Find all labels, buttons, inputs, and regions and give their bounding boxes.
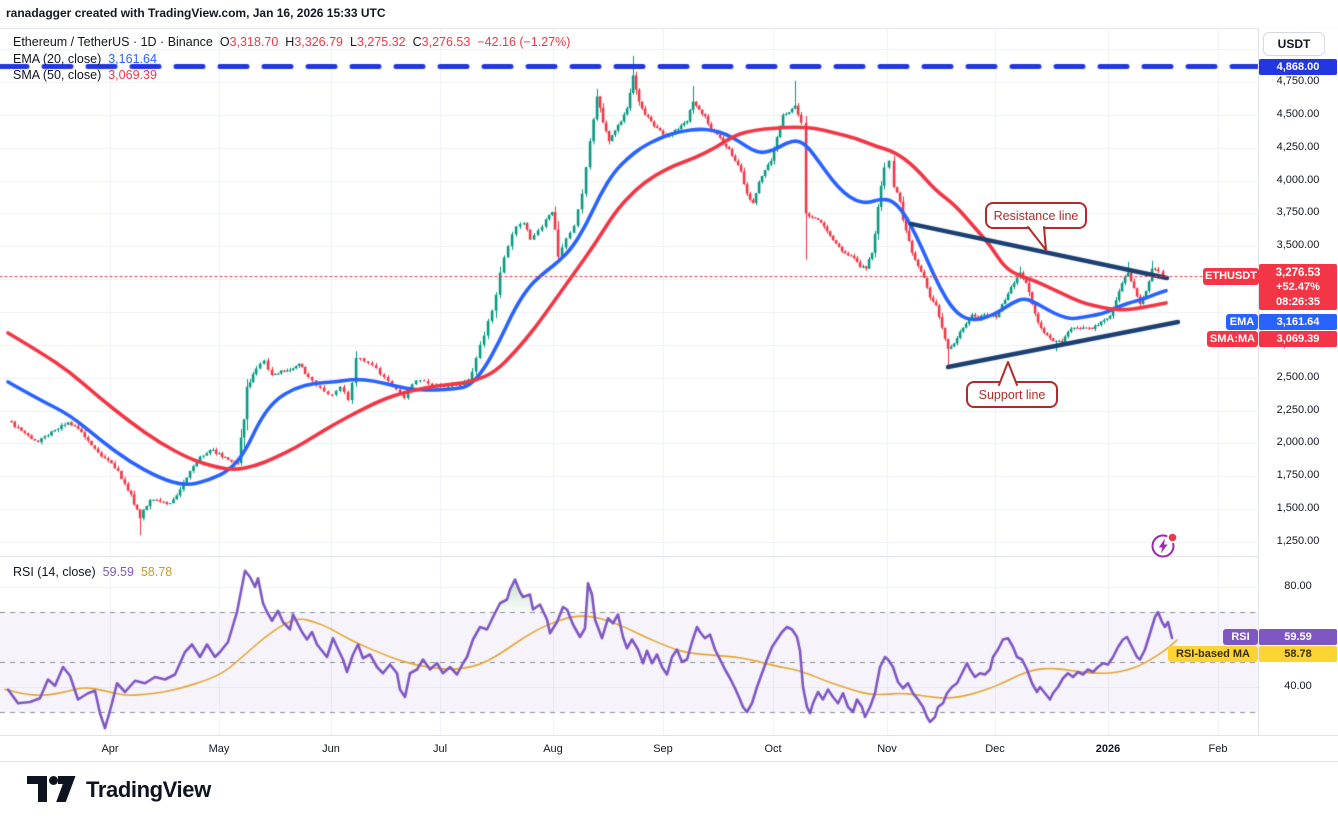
support-callout[interactable]: Support line — [966, 381, 1058, 408]
rsi-axis-label: 80.00 — [1284, 580, 1312, 592]
ema-legend-value: 3,161.64 — [108, 52, 157, 66]
resistance-callout-label: Resistance line — [993, 208, 1079, 223]
price-axis-label: 4,250.00 — [1276, 140, 1320, 153]
symbol-legend[interactable]: Ethereum / TetherUS · 1D · Binance O3,31… — [13, 35, 570, 49]
rsi-ma-axis-chip: RSI-based MA — [1168, 646, 1258, 662]
rsi-legend-label: RSI (14, close) — [13, 565, 96, 579]
price-axis-label: 3,500.00 — [1276, 239, 1320, 252]
tradingview-logo[interactable]: TradingView — [27, 776, 211, 803]
ohlc-high: H3,326.79 — [285, 35, 343, 49]
sma-axis-chip: SMA:MA — [1207, 331, 1258, 347]
time-axis-label: Sep — [653, 743, 673, 755]
change-text: −42.16 (−1.27%) — [477, 35, 571, 49]
sma-legend-label: SMA (50, close) — [13, 68, 102, 82]
rsi-legend[interactable]: RSI (14, close) 59.59 58.78 — [13, 565, 172, 579]
ema-legend[interactable]: EMA (20, close) 3,161.64 — [13, 52, 157, 66]
time-axis-label: May — [208, 743, 230, 755]
ema-axis-chip: EMA — [1226, 314, 1258, 330]
flash-notification-icon[interactable] — [1149, 531, 1179, 561]
tradingview-logo-icon — [27, 776, 76, 802]
currency-unit-button[interactable]: USDT — [1263, 32, 1325, 56]
price-axis-label: 1,750.00 — [1276, 469, 1320, 482]
rsi-legend-value: 59.59 — [102, 565, 134, 579]
tradingview-logo-text: TradingView — [86, 776, 211, 802]
pane-separator[interactable] — [0, 556, 1258, 557]
rsi-axis-label: 40.00 — [1284, 680, 1312, 692]
time-axis-label: 2026 — [1095, 743, 1121, 755]
sma-legend-value: 3,069.39 — [108, 68, 157, 82]
price-axis-label: 4,750.00 — [1276, 75, 1320, 87]
last-price-value: 3,276.53 — [1275, 267, 1321, 279]
ema-legend-label: EMA (20, close) — [13, 52, 102, 66]
ema-axis-value: 3,161.64 — [1259, 314, 1337, 330]
sma-legend[interactable]: SMA (50, close) 3,069.39 — [13, 68, 157, 82]
resistance-callout[interactable]: Resistance line — [985, 202, 1087, 229]
price-axis-label: 2,250.00 — [1276, 403, 1320, 416]
price-axis-label: 2,000.00 — [1276, 436, 1320, 449]
price-axis-label: 1,500.00 — [1276, 502, 1320, 515]
time-axis[interactable]: Apr May Jun Jul Aug Sep Oct Nov Dec 2026 Feb — [0, 735, 1338, 762]
time-axis-label: Apr — [101, 743, 119, 755]
rsi-ma-legend-value: 58.78 — [140, 565, 173, 579]
change-percent: +52.47% — [1276, 281, 1320, 294]
time-axis-label: Aug — [543, 743, 563, 755]
price-axis-label: 3,750.00 — [1276, 206, 1320, 219]
time-axis-label: Jul — [432, 743, 448, 755]
time-axis-label: Feb — [1208, 743, 1228, 755]
last-price-badge: 3,276.53 +52.47% 08:26:35 — [1259, 264, 1337, 310]
price-axis-label: 4,500.00 — [1276, 107, 1320, 120]
time-axis-label: Dec — [985, 743, 1005, 755]
time-axis-label: Oct — [764, 743, 782, 755]
time-axis-label: Jun — [322, 743, 340, 755]
ohlc-low: L3,275.32 — [349, 35, 406, 49]
symbol-title: Ethereum / TetherUS · 1D · Binance — [13, 35, 213, 49]
price-axis-label: 2,500.00 — [1276, 370, 1320, 383]
ath-price-badge: 4,868.00 — [1259, 59, 1337, 75]
ohlc-close: C3,276.53 — [412, 35, 471, 49]
attribution-text: ranadagger created with TradingView.com,… — [6, 6, 386, 20]
sma-axis-value: 3,069.39 — [1259, 331, 1337, 347]
symbol-price-label: ETHUSDT — [1203, 268, 1259, 285]
support-callout-label: Support line — [978, 387, 1046, 402]
ohlc-open: O3,318.70 — [219, 35, 279, 49]
time-axis-label: Nov — [877, 743, 897, 755]
rsi-axis-value: 59.59 — [1259, 629, 1337, 645]
rsi-axis-chip: RSI — [1223, 629, 1258, 645]
bar-countdown: 08:26:35 — [1275, 295, 1321, 308]
price-axis-label: 1,250.00 — [1276, 534, 1320, 547]
price-axis-label: 4,000.00 — [1276, 173, 1320, 186]
rsi-ma-axis-value: 58.78 — [1259, 646, 1337, 662]
